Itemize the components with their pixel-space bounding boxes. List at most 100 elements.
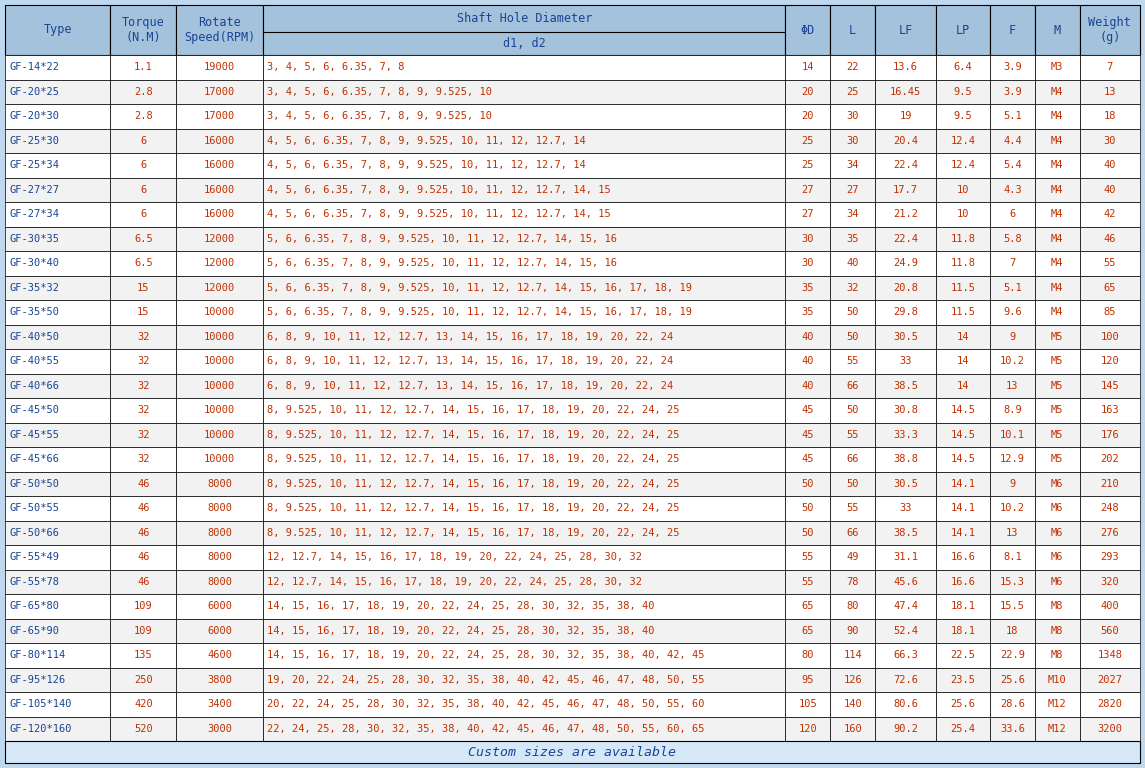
Text: 22.9: 22.9 [1000, 650, 1025, 660]
Text: 6, 8, 9, 10, 11, 12, 12.7, 13, 14, 15, 16, 17, 18, 19, 20, 22, 24: 6, 8, 9, 10, 11, 12, 12.7, 13, 14, 15, 1… [267, 356, 673, 366]
Bar [990, 202, 1035, 227]
Text: 25.6: 25.6 [1000, 675, 1025, 685]
Bar [5, 741, 1140, 763]
Bar [5, 521, 110, 545]
Bar [830, 104, 875, 128]
Text: 27: 27 [802, 209, 814, 219]
Bar [937, 80, 990, 104]
Text: 72.6: 72.6 [893, 675, 918, 685]
Bar [830, 667, 875, 692]
Text: 9: 9 [1009, 332, 1016, 342]
Bar [990, 692, 1035, 717]
Text: 15.3: 15.3 [1000, 577, 1025, 587]
Bar [1035, 5, 1080, 55]
Text: 80: 80 [846, 601, 859, 611]
Text: 3, 4, 5, 6, 6.35, 7, 8: 3, 4, 5, 6, 6.35, 7, 8 [267, 62, 404, 72]
Text: 20, 22, 24, 25, 28, 30, 32, 35, 38, 40, 42, 45, 46, 47, 48, 50, 55, 60: 20, 22, 24, 25, 28, 30, 32, 35, 38, 40, … [267, 699, 704, 710]
Bar [990, 594, 1035, 618]
Bar [1035, 692, 1080, 717]
Bar [263, 594, 785, 618]
Bar [785, 594, 830, 618]
Bar [937, 177, 990, 202]
Bar [110, 447, 176, 472]
Bar [785, 325, 830, 349]
Text: M5: M5 [1051, 406, 1064, 415]
Bar [785, 5, 830, 55]
Bar [176, 692, 263, 717]
Bar [263, 325, 785, 349]
Text: Shaft Hole Diameter: Shaft Hole Diameter [457, 12, 592, 25]
Text: Type: Type [44, 24, 72, 37]
Text: M: M [1053, 24, 1060, 37]
Bar [263, 177, 785, 202]
Bar [176, 667, 263, 692]
Bar [875, 80, 937, 104]
Bar [990, 300, 1035, 325]
Bar [937, 128, 990, 153]
Text: 32: 32 [137, 454, 150, 464]
Text: 6: 6 [140, 209, 147, 219]
Bar [5, 643, 110, 667]
Bar [937, 570, 990, 594]
Text: 12.4: 12.4 [950, 161, 976, 170]
Text: 40: 40 [1104, 185, 1116, 195]
Text: 8.9: 8.9 [1003, 406, 1021, 415]
Text: 46: 46 [137, 528, 150, 538]
Text: 78: 78 [846, 577, 859, 587]
Text: M6: M6 [1051, 552, 1064, 562]
Text: 160: 160 [843, 723, 862, 733]
Bar [176, 618, 263, 643]
Text: 2027: 2027 [1097, 675, 1122, 685]
Bar [263, 128, 785, 153]
Bar [176, 643, 263, 667]
Bar [785, 202, 830, 227]
Text: 100: 100 [1100, 332, 1119, 342]
Text: M3: M3 [1051, 62, 1064, 72]
Bar [110, 472, 176, 496]
Bar [875, 422, 937, 447]
Text: 50: 50 [802, 478, 814, 488]
Bar [990, 447, 1035, 472]
Bar [263, 300, 785, 325]
Text: GF-55*78: GF-55*78 [9, 577, 60, 587]
Text: 4, 5, 6, 6.35, 7, 8, 9, 9.525, 10, 11, 12, 12.7, 14, 15: 4, 5, 6, 6.35, 7, 8, 9, 9.525, 10, 11, 1… [267, 185, 611, 195]
Bar [937, 202, 990, 227]
Bar [1080, 496, 1140, 521]
Text: 114: 114 [843, 650, 862, 660]
Bar [1035, 521, 1080, 545]
Bar [263, 422, 785, 447]
Text: 34: 34 [846, 209, 859, 219]
Text: 10000: 10000 [204, 356, 236, 366]
Text: 33.6: 33.6 [1000, 723, 1025, 733]
Bar [110, 692, 176, 717]
Bar [1080, 128, 1140, 153]
Bar [1035, 545, 1080, 570]
Bar [875, 496, 937, 521]
Text: 22.4: 22.4 [893, 161, 918, 170]
Bar [990, 80, 1035, 104]
Bar [785, 618, 830, 643]
Text: 14: 14 [957, 381, 970, 391]
Text: 5.1: 5.1 [1003, 283, 1021, 293]
Bar [1035, 104, 1080, 128]
Text: 11.8: 11.8 [950, 233, 976, 243]
Bar [875, 667, 937, 692]
Text: 6, 8, 9, 10, 11, 12, 12.7, 13, 14, 15, 16, 17, 18, 19, 20, 22, 24: 6, 8, 9, 10, 11, 12, 12.7, 13, 14, 15, 1… [267, 381, 673, 391]
Text: M4: M4 [1051, 209, 1064, 219]
Bar [785, 667, 830, 692]
Text: 18: 18 [1006, 626, 1019, 636]
Text: 6.5: 6.5 [134, 258, 152, 268]
Text: 16000: 16000 [204, 136, 236, 146]
Text: 12, 12.7, 14, 15, 16, 17, 18, 19, 20, 22, 24, 25, 28, 30, 32: 12, 12.7, 14, 15, 16, 17, 18, 19, 20, 22… [267, 552, 642, 562]
Bar [110, 643, 176, 667]
Text: 3, 4, 5, 6, 6.35, 7, 8, 9, 9.525, 10: 3, 4, 5, 6, 6.35, 7, 8, 9, 9.525, 10 [267, 111, 492, 121]
Text: 50: 50 [846, 478, 859, 488]
Text: 11.8: 11.8 [950, 258, 976, 268]
Bar [830, 398, 875, 422]
Text: 35: 35 [802, 283, 814, 293]
Bar [176, 496, 263, 521]
Bar [990, 325, 1035, 349]
Bar [263, 55, 785, 80]
Text: 12000: 12000 [204, 258, 236, 268]
Bar [830, 202, 875, 227]
